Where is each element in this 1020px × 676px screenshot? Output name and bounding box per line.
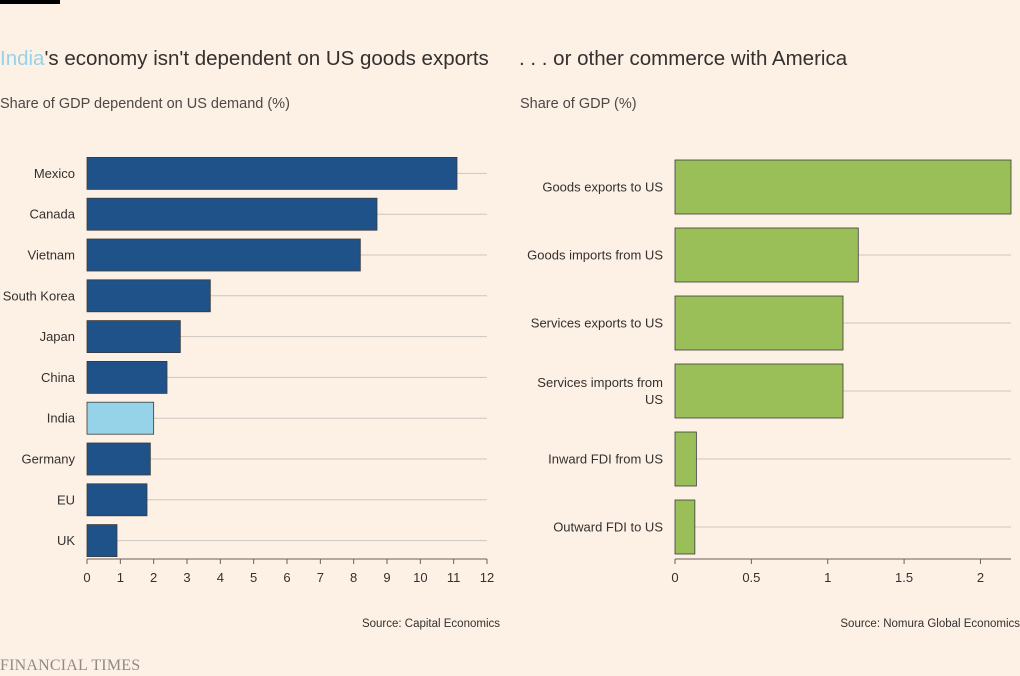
right-category-label: Goods imports from US bbox=[527, 248, 663, 263]
left-category-label: EU bbox=[57, 492, 75, 507]
left-bar-eu bbox=[86, 483, 148, 517]
right-x-tick-label: 0.5 bbox=[742, 570, 760, 585]
left-source-note: Source: Capital Economics bbox=[361, 618, 500, 630]
right-bar-goods-exports-to-us bbox=[674, 159, 1012, 215]
right-bar-inward-fdi-from-us bbox=[674, 431, 697, 487]
left-x-tick-label: 10 bbox=[413, 570, 427, 585]
right-category-label: Outward FDI to US bbox=[553, 520, 663, 535]
left-bar-japan bbox=[86, 320, 181, 354]
left-x-tick-label: 9 bbox=[383, 570, 390, 585]
left-bar-south-korea bbox=[86, 279, 211, 313]
right-category-label: Inward FDI from US bbox=[548, 452, 663, 467]
left-bar-vietnam bbox=[86, 238, 361, 272]
left-bar-china bbox=[86, 360, 168, 394]
right-chart-subtitle: Share of GDP (%) bbox=[520, 96, 637, 112]
right-bar-services-exports-to-us bbox=[674, 295, 844, 351]
right-category-label: Services imports from bbox=[537, 375, 663, 390]
left-x-tick-label: 0 bbox=[83, 570, 90, 585]
left-x-tick-label: 3 bbox=[183, 570, 190, 585]
left-x-tick-label: 6 bbox=[283, 570, 290, 585]
financial-times-logo: FINANCIAL TIMES bbox=[0, 657, 141, 674]
left-category-label: Germany bbox=[22, 452, 76, 467]
left-x-tick-label: 1 bbox=[117, 570, 124, 585]
left-x-tick-label: 5 bbox=[250, 570, 257, 585]
right-bar-services-imports-from-us bbox=[674, 363, 844, 419]
right-x-tick-label: 1.5 bbox=[895, 570, 913, 585]
left-category-label: Japan bbox=[40, 329, 75, 344]
left-category-label: China bbox=[41, 370, 76, 385]
title-highlight-india: India bbox=[0, 47, 45, 70]
left-x-tick-label: 8 bbox=[350, 570, 357, 585]
right-chart-title: . . . or other commerce with America bbox=[519, 47, 848, 70]
left-bar-mexico bbox=[86, 156, 458, 190]
right-category-label: Goods exports to US bbox=[542, 180, 663, 195]
left-chart-title: India's economy isn't dependent on US go… bbox=[0, 47, 489, 71]
title-rest: 's economy isn't dependent on US goods e… bbox=[44, 47, 489, 70]
left-category-label: Canada bbox=[29, 207, 75, 222]
right-x-tick-label: 1 bbox=[824, 570, 831, 585]
left-bar-uk bbox=[86, 524, 118, 557]
left-chart-subtitle: Share of GDP dependent on US demand (%) bbox=[0, 96, 290, 112]
right-bar-goods-imports-from-us bbox=[674, 227, 859, 283]
left-x-tick-label: 11 bbox=[447, 570, 461, 585]
left-x-tick-label: 4 bbox=[217, 570, 224, 585]
left-category-label: Vietnam bbox=[28, 248, 75, 263]
left-x-tick-label: 2 bbox=[150, 570, 157, 585]
left-bar-india bbox=[86, 401, 155, 435]
right-category-label: US bbox=[645, 392, 663, 407]
left-category-label: Mexico bbox=[34, 166, 75, 181]
right-x-tick-label: 0 bbox=[671, 570, 678, 585]
ft-top-bar bbox=[0, 0, 60, 4]
left-category-label: South Korea bbox=[3, 288, 76, 303]
left-bar-germany bbox=[86, 442, 151, 476]
left-x-tick-label: 12 bbox=[480, 570, 494, 585]
left-category-label: India bbox=[47, 411, 76, 426]
left-x-tick-label: 7 bbox=[317, 570, 324, 585]
right-source-note: Source: Nomura Global Economics bbox=[840, 618, 1020, 630]
right-category-label: Services exports to US bbox=[531, 316, 664, 331]
right-bar-outward-fdi-to-us bbox=[674, 499, 696, 555]
right-x-tick-label: 2 bbox=[977, 570, 984, 585]
left-category-label: UK bbox=[57, 533, 75, 548]
left-bar-canada bbox=[86, 197, 378, 231]
